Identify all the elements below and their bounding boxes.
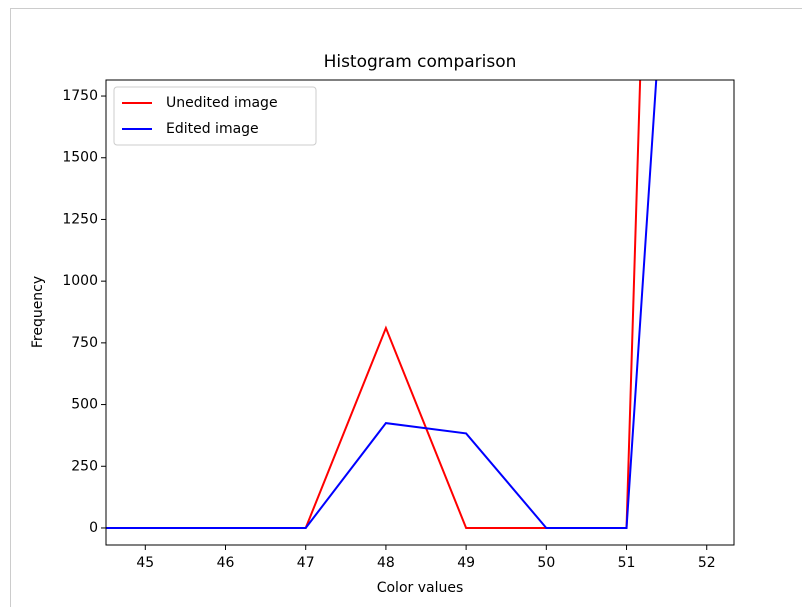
y-tick-label: 0 — [89, 520, 98, 536]
x-tick-label: 52 — [698, 555, 716, 571]
y-axis-label: Frequency — [30, 276, 46, 348]
legend-box — [113, 86, 317, 146]
x-axis-label: Color values — [377, 580, 464, 596]
axes-frame — [105, 79, 735, 546]
data-line — [106, 80, 642, 529]
legend-label: Unedited image — [166, 95, 278, 111]
y-tick-label: 1000 — [62, 273, 98, 289]
x-tick-label: 50 — [537, 555, 555, 571]
x-tick-label: 51 — [618, 555, 636, 571]
y-tick-label: 1500 — [62, 150, 98, 166]
y-tick-label: 750 — [71, 335, 98, 351]
legend-label: Edited image — [166, 121, 259, 137]
x-tick-label: 45 — [136, 555, 154, 571]
chart-title: Histogram comparison — [324, 52, 517, 72]
y-tick-label: 500 — [71, 397, 98, 413]
x-tick-label: 49 — [457, 555, 475, 571]
x-tick-label: 46 — [217, 555, 235, 571]
data-line — [106, 80, 658, 529]
y-tick-label: 1250 — [62, 211, 98, 227]
y-tick-label: 1750 — [62, 88, 98, 104]
y-tick-label: 250 — [71, 458, 98, 474]
frame — [10, 8, 802, 607]
x-tick-label: 47 — [297, 555, 315, 571]
plot-area — [106, 80, 658, 529]
x-tick-label: 48 — [377, 555, 395, 571]
